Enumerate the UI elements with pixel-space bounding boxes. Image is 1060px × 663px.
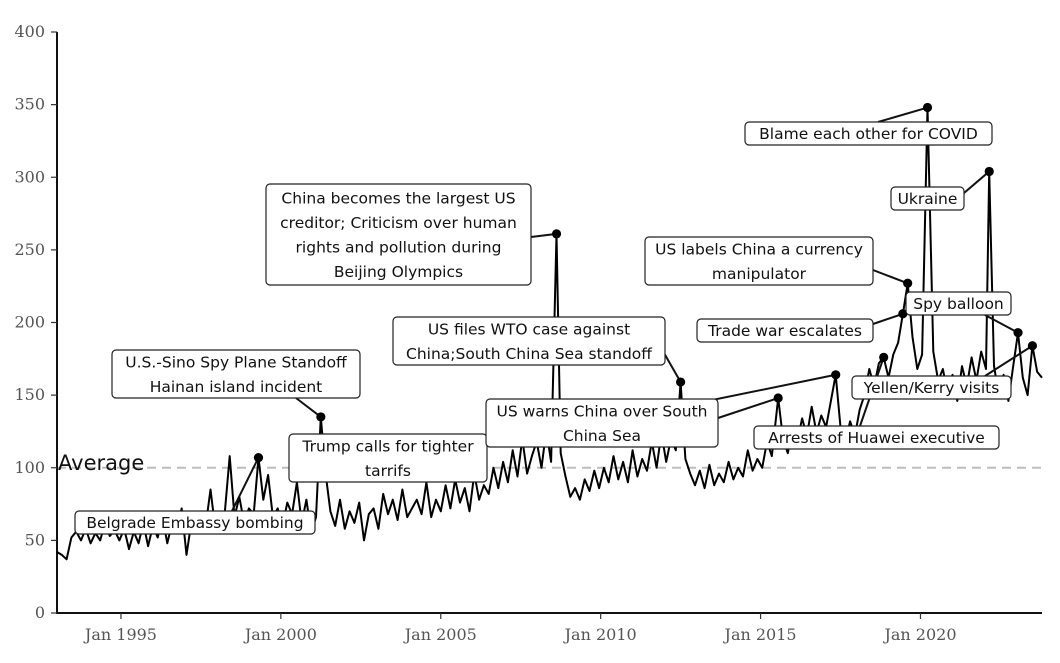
annotation-point-huawei [879, 352, 889, 362]
y-tick-label: 150 [14, 385, 45, 404]
annotation-label-wto: US files WTO case against [428, 320, 630, 338]
x-tick-label: Jan 1995 [83, 625, 157, 644]
annotation-point-spy-balloon [1013, 328, 1023, 338]
annotation-box-covid [744, 121, 993, 146]
annotation-label-hainan: U.S.-Sino Spy Plane Standoff [125, 353, 347, 371]
y-tick-label: 350 [14, 95, 45, 114]
y-tick-label: 300 [14, 167, 45, 186]
annotation-leader-ukraine [963, 170, 990, 194]
annotation-label-south-china-sea: US warns China over South [497, 402, 708, 420]
annotation-point-yellen-kerry [1027, 341, 1038, 351]
average-label: Average [58, 451, 144, 475]
annotation-label-trump-tariffs: Trump calls for tighter [301, 437, 474, 455]
annotation-label-creditor: China becomes the largest US [281, 189, 515, 207]
annotation-label-south-china-sea: China Sea [563, 427, 641, 445]
annotation-leader-south-china-sea [717, 397, 779, 419]
annotation-box-creditor [265, 183, 532, 286]
x-tick-label: Jan 2000 [243, 625, 317, 644]
annotation-point-south-china-sea [773, 393, 783, 403]
y-tick-label: 200 [14, 313, 45, 332]
y-tick-label: 0 [35, 603, 45, 622]
annotation-label-currency: manipulator [712, 265, 807, 283]
y-tick-label: 50 [25, 530, 45, 549]
annotation-point-ukraine [984, 166, 994, 177]
x-tick-label: Jan 2020 [882, 625, 956, 644]
annotation-box-trade-war [696, 318, 874, 343]
annotation-leader-hainan [295, 397, 322, 418]
annotation-label-creditor: rights and pollution during [296, 238, 502, 256]
annotation-leader-belgrade [231, 457, 260, 512]
annotation-label-trump-tariffs: tarrifs [365, 462, 411, 480]
annotation-label-trade-war: Trade war escalates [707, 322, 862, 340]
annotation-box-belgrade [74, 510, 316, 535]
annotation-label-currency: US labels China a currency [655, 240, 863, 258]
annotation-label-wto: China;South China Sea standoff [406, 345, 652, 363]
axes-layer: 0 50 100 150 200 250 300 350 400 Jan 1995 Jan 2000… [14, 22, 1042, 644]
annotation-point-wto [676, 377, 686, 387]
annotation-leader-currency [872, 269, 909, 285]
annotation-leader-covid [877, 106, 928, 123]
annotation-box-yellen-kerry [851, 375, 1012, 400]
annotation-label-ukraine: Ukraine [898, 190, 958, 208]
annotation-point-creditor [551, 229, 562, 239]
annotation-point-trade-war [898, 309, 908, 319]
annotation-label-hainan: Hainan island incident [150, 378, 323, 396]
y-tick-label: 250 [14, 240, 45, 259]
y-tick-label: 100 [14, 458, 45, 477]
x-tick-label: Jan 2015 [723, 625, 797, 644]
annotations-layer: Belgrade Embassy bombing U.S.-Sino Spy Pl… [74, 102, 1038, 535]
annotation-label-spy-balloon: Spy balloon [913, 295, 1004, 313]
annotation-label-huawei: Arrests of Huawei executive [768, 429, 985, 447]
annotation-box-currency [644, 236, 874, 286]
annotation-point-trump-tariffs [831, 370, 841, 380]
x-tick-label: Jan 2010 [563, 625, 637, 644]
annotation-leader-trade-war [872, 312, 904, 325]
annotation-label-yellen-kerry: Yellen/Kerry visits [863, 379, 1000, 397]
annotation-point-covid [922, 102, 933, 113]
annotation-leader-spy-balloon [984, 314, 1019, 334]
x-tick-label: Jan 2005 [403, 625, 477, 644]
annotation-leader-yellen-kerry [984, 344, 1033, 377]
y-tick-label: 400 [14, 22, 45, 41]
annotation-box-hainan [111, 349, 361, 399]
annotation-box-trump-tariffs [288, 433, 488, 483]
annotation-point-currency [903, 278, 913, 288]
annotation-label-creditor: creditor; Criticism over human [280, 214, 517, 232]
annotation-box-huawei [753, 425, 1000, 450]
annotation-label-belgrade: Belgrade Embassy bombing [86, 514, 303, 532]
annotation-box-ukraine [890, 186, 965, 211]
annotation-label-creditor: Beijing Olympics [334, 263, 463, 281]
annotation-label-covid: Blame each other for COVID [759, 125, 978, 143]
annotation-point-belgrade [253, 452, 264, 463]
annotation-leader-wto [663, 352, 682, 383]
annotation-point-hainan [316, 412, 326, 422]
annotation-box-spy-balloon [905, 291, 1012, 316]
grid-layer: Average [57, 451, 1042, 475]
annotation-box-south-china-sea [485, 398, 719, 448]
annotation-box-wto [392, 316, 666, 366]
